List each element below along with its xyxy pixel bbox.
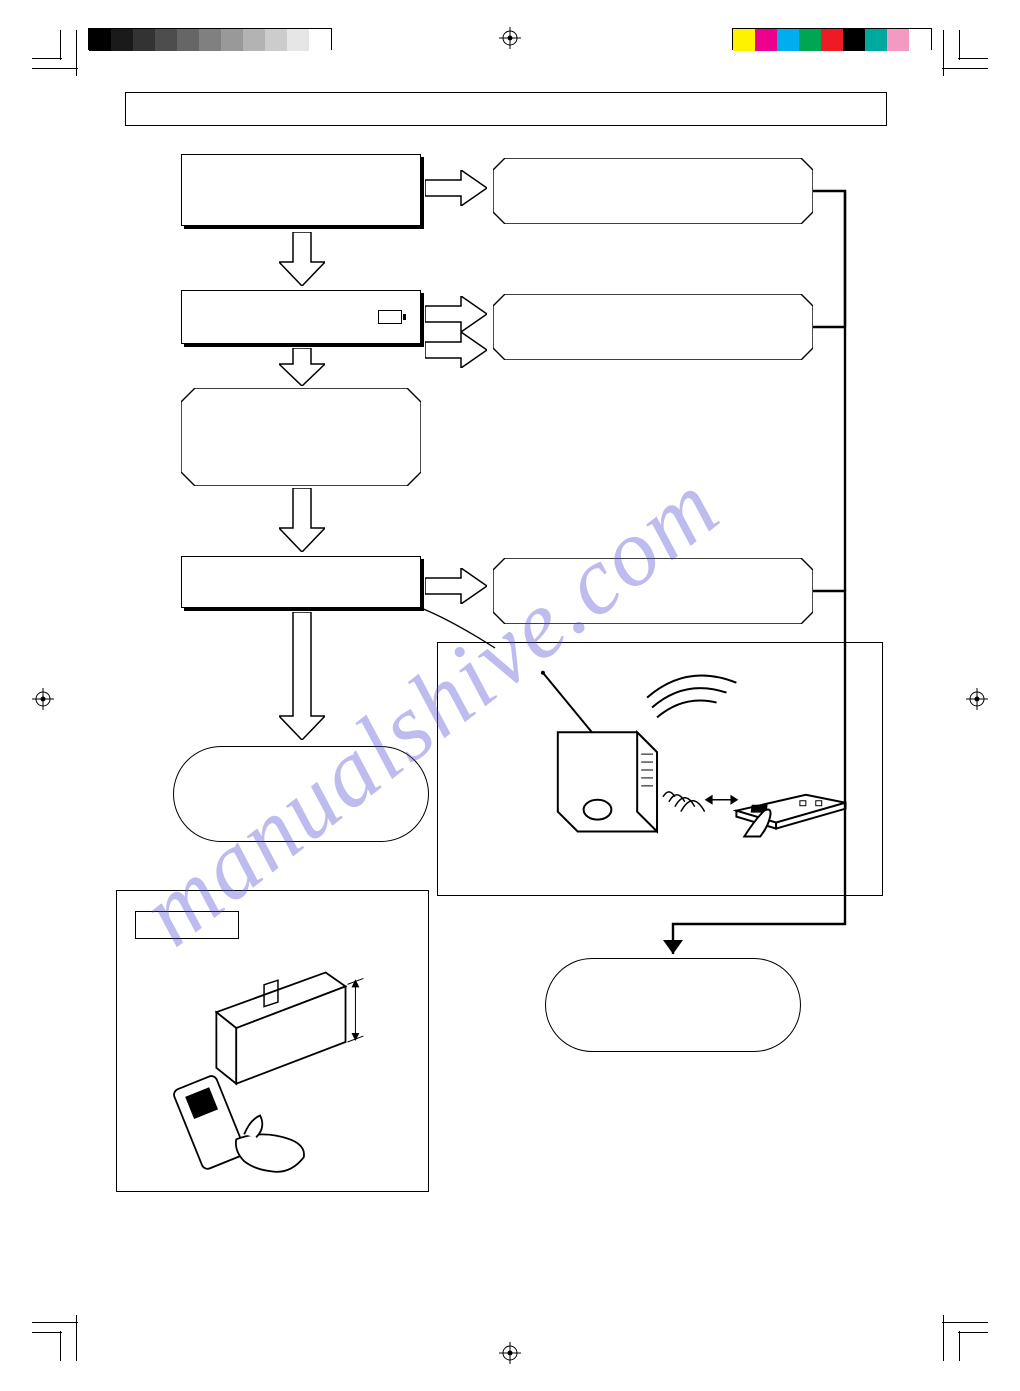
- crop-mark: [60, 1331, 61, 1361]
- registration-mark-icon: [499, 1342, 521, 1364]
- crop-mark: [32, 1332, 62, 1333]
- arrow-down: [279, 612, 325, 740]
- crop-mark: [32, 58, 62, 59]
- result-pill-right: [545, 958, 801, 1052]
- crop-mark: [943, 30, 944, 76]
- page-content: [125, 92, 887, 1251]
- arrow-down: [279, 348, 325, 386]
- registration-mark-icon: [499, 27, 521, 49]
- color-bar: [732, 28, 932, 50]
- illustration-radio-remote: [437, 642, 883, 896]
- battery-icon: [378, 310, 402, 324]
- crop-mark: [943, 1315, 944, 1361]
- crop-mark: [76, 30, 77, 76]
- arrow-right: [425, 296, 487, 332]
- crop-mark: [958, 58, 988, 59]
- crop-mark: [959, 1331, 960, 1361]
- note-box: [116, 890, 429, 1192]
- arrow-down: [279, 232, 325, 286]
- hint-box-2: [493, 294, 813, 360]
- hint-box-3: [493, 558, 813, 624]
- step-box-3-octagon: [181, 388, 421, 486]
- crop-mark: [942, 68, 988, 69]
- result-pill-left: [173, 746, 429, 842]
- grayscale-bar: [88, 28, 332, 50]
- crop-mark: [32, 1322, 78, 1323]
- arrow-right: [425, 568, 487, 604]
- step-box-4: [181, 556, 421, 608]
- leader-line: [421, 608, 501, 654]
- crop-mark: [76, 1315, 77, 1361]
- step-box-1: [181, 154, 421, 226]
- crop-mark: [958, 1332, 988, 1333]
- arrow-right: [425, 332, 487, 368]
- arrow-down: [279, 488, 325, 552]
- crop-mark: [60, 30, 61, 60]
- registration-mark-icon: [32, 688, 54, 710]
- crop-mark: [942, 1322, 988, 1323]
- step-box-2: [181, 290, 421, 344]
- arrow-right: [425, 170, 487, 206]
- title-box: [125, 92, 887, 126]
- crop-mark: [32, 68, 78, 69]
- hint-box-1: [493, 158, 813, 224]
- registration-mark-icon: [966, 688, 988, 710]
- crop-mark: [959, 30, 960, 60]
